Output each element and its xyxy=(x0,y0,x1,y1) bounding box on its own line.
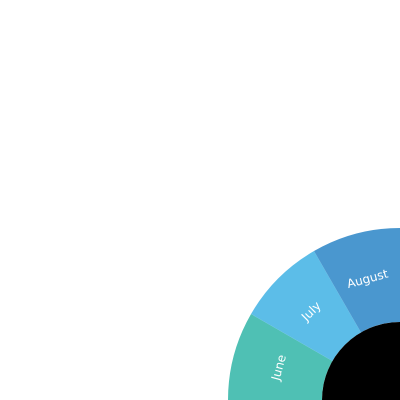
segment-label-june: June xyxy=(268,353,289,383)
segment-july[interactable] xyxy=(251,251,361,361)
segment-august[interactable] xyxy=(314,228,400,333)
wheel-center-hub xyxy=(322,322,400,400)
segment-june[interactable] xyxy=(228,314,333,400)
